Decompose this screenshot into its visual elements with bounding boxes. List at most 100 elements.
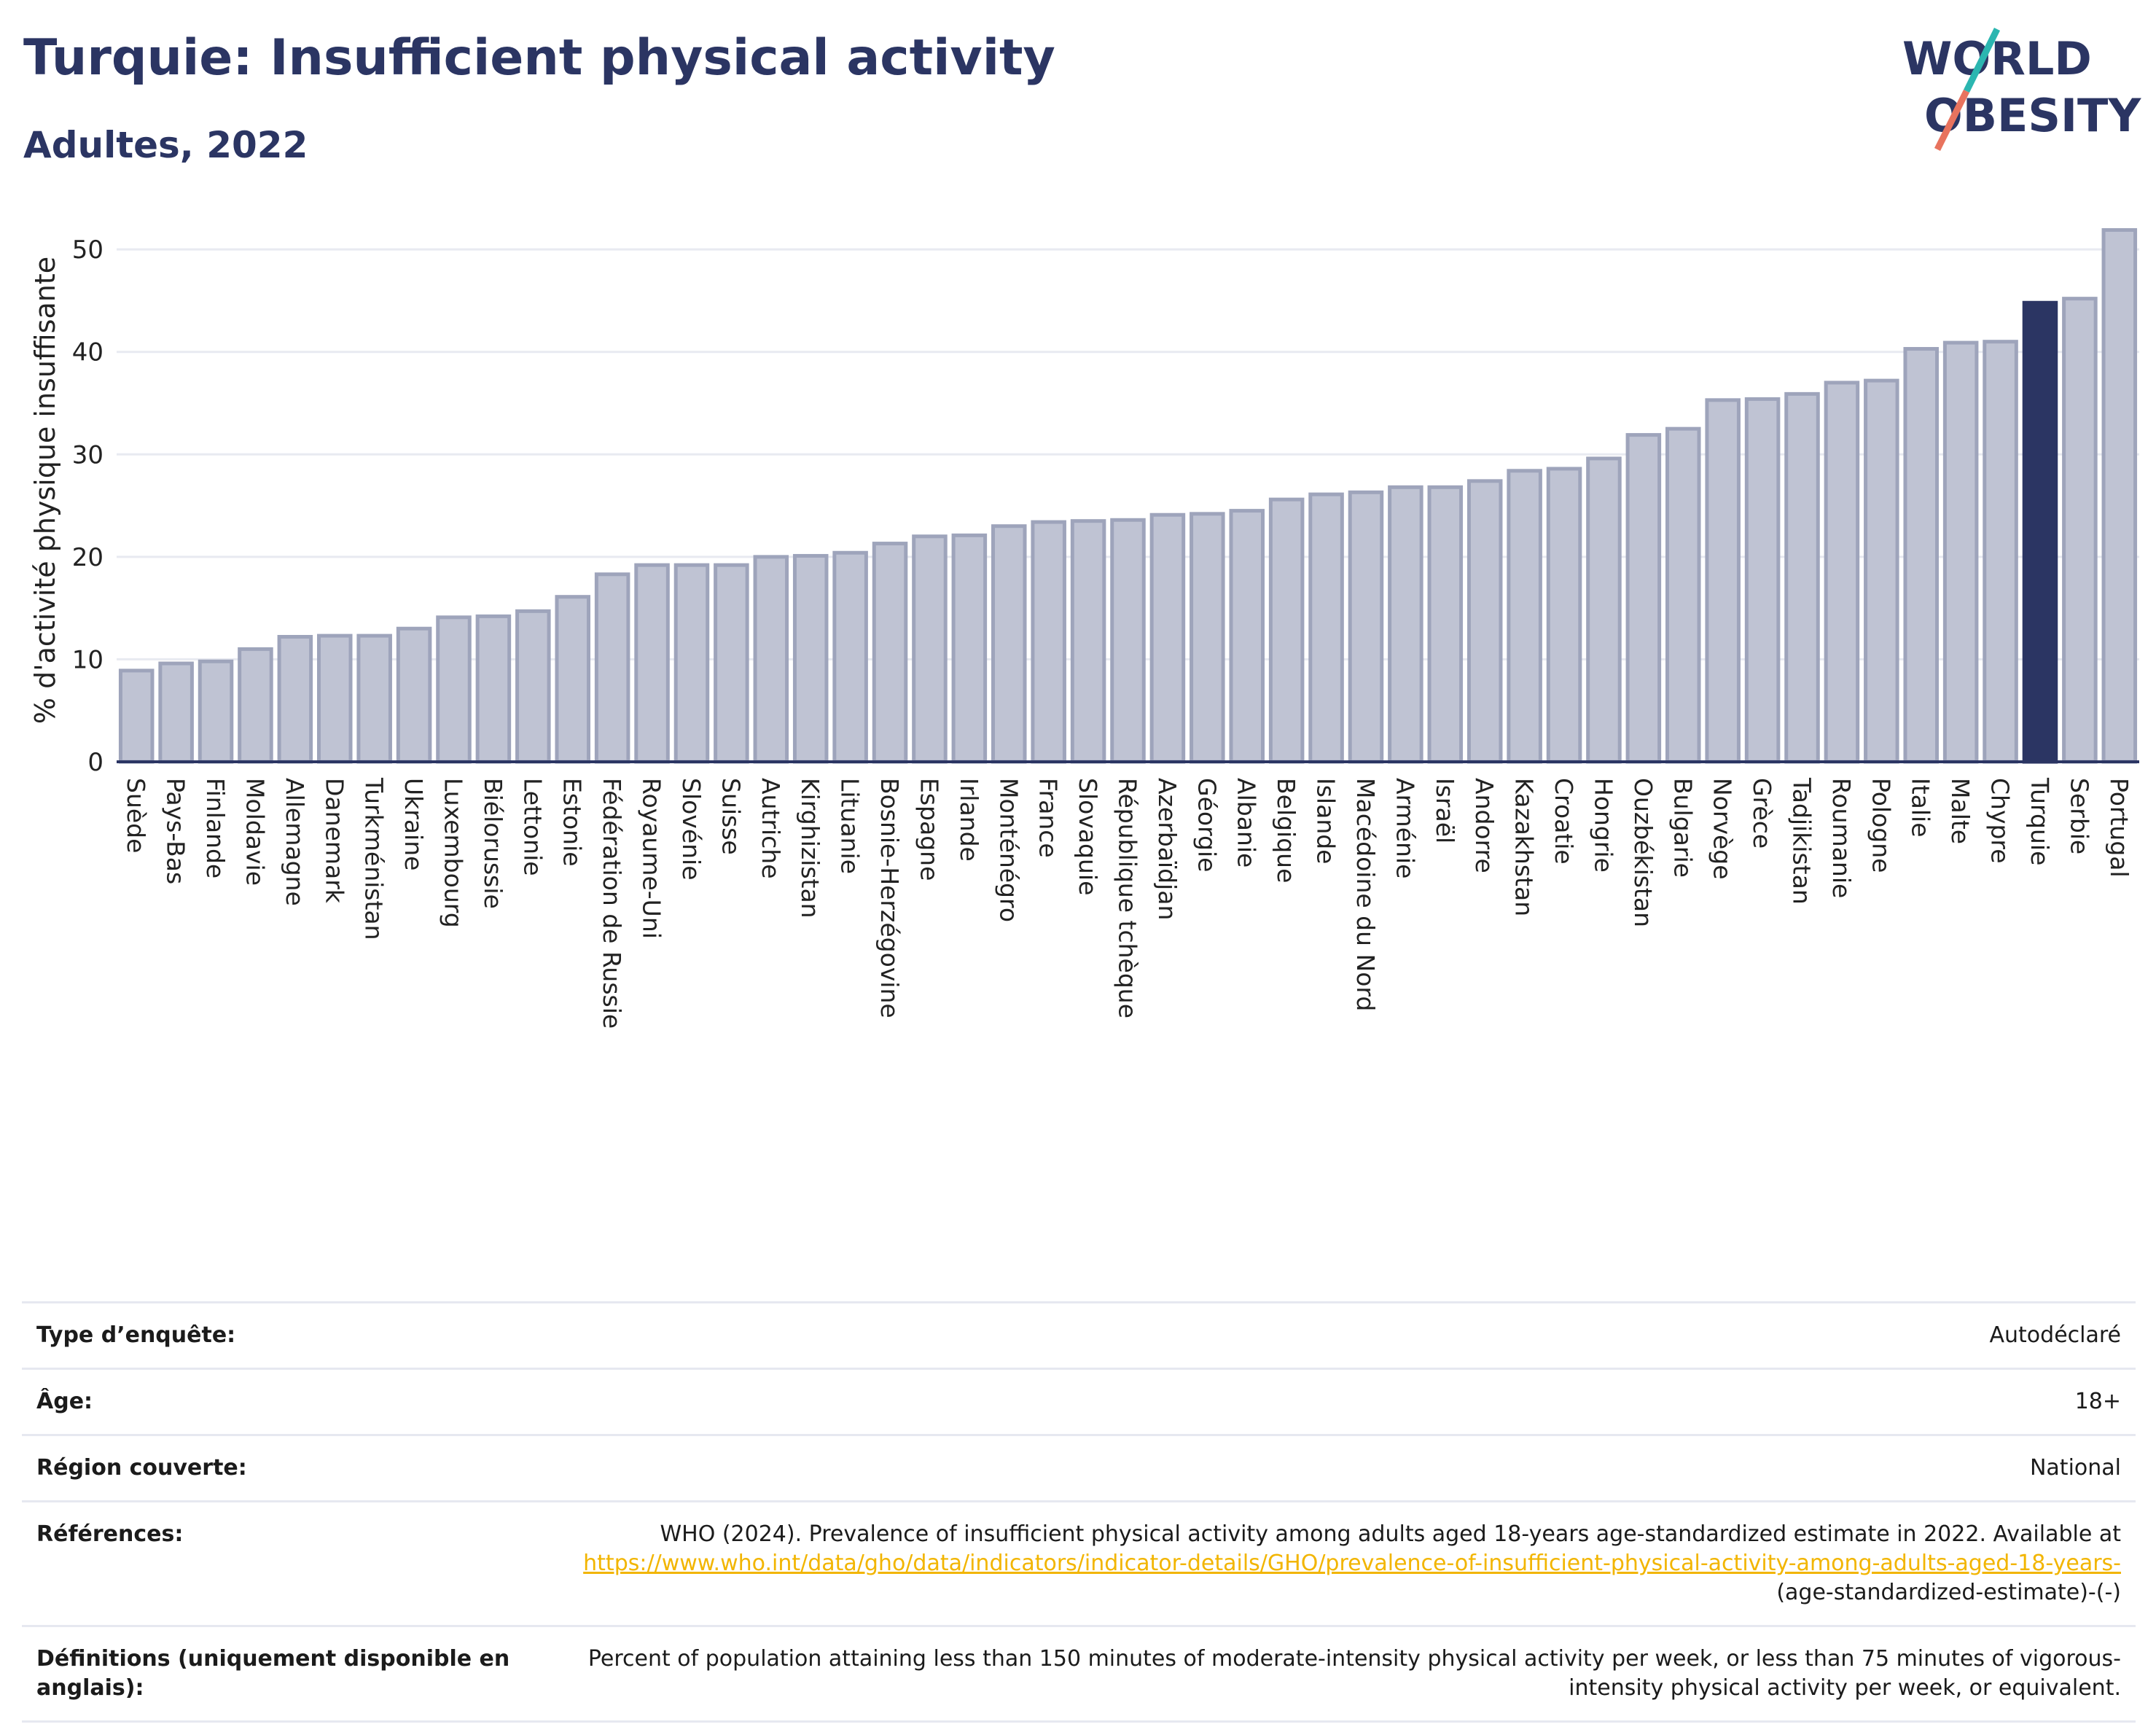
x-tick-label: Monténégro <box>994 778 1023 922</box>
x-tick-label: Croatie <box>1550 778 1578 865</box>
y-tick-label: 20 <box>72 543 103 572</box>
world-obesity-logo: WORLD OBESITY <box>1902 28 2141 152</box>
bar <box>1388 485 1423 764</box>
x-tick-label: Finlande <box>201 778 230 878</box>
definitions-value: Percent of population attaining less tha… <box>587 1646 2121 1701</box>
bar <box>1427 485 1464 764</box>
bar <box>1110 518 1146 764</box>
definitions-label: Définitions (uniquement disponible en an… <box>36 1646 510 1701</box>
y-tick-label: 10 <box>72 645 103 674</box>
logo-slash-coral <box>1934 89 1970 152</box>
bar <box>792 553 829 764</box>
x-tick-label: Irlande <box>955 778 983 862</box>
x-tick-label: Turkménistan <box>360 777 388 940</box>
bar <box>238 647 273 764</box>
x-tick-label: Kazakhstan <box>1510 778 1539 916</box>
x-tick-label: Ukraine <box>399 778 428 870</box>
bar <box>1705 398 1741 764</box>
x-tick-label: Macédoine du Nord <box>1351 778 1380 1011</box>
x-tick-label: Hongrie <box>1589 778 1617 873</box>
references-text: WHO (2024). Prevalence of insufficient p… <box>660 1521 2121 1547</box>
y-tick-label: 50 <box>72 235 103 265</box>
x-tick-label: France <box>1034 778 1063 858</box>
bar <box>991 524 1027 764</box>
x-tick-label: Tadjikistan <box>1788 777 1816 905</box>
info-table: Type d’enquête: Autodéclaré Âge: 18+ Rég… <box>22 1301 2136 1723</box>
y-tick-label: 40 <box>72 338 103 367</box>
x-tick-label: Israël <box>1431 778 1459 843</box>
bar <box>1864 378 1899 764</box>
bar <box>1149 512 1186 764</box>
x-tick-label: Fédération de Russie <box>598 778 626 1029</box>
bar <box>475 614 512 764</box>
chart-subtitle: Adultes, 2022 <box>23 124 308 166</box>
bar <box>1665 426 1701 764</box>
bar <box>158 661 194 764</box>
info-row-definitions: Définitions (uniquement disponible en an… <box>22 1626 2136 1722</box>
x-tick-label: Slovaquie <box>1074 778 1102 895</box>
x-tick-label: Albanie <box>1233 778 1261 868</box>
x-tick-label: Géorgie <box>1192 778 1221 872</box>
x-tick-label: Bosnie-Herzégovine <box>875 778 904 1018</box>
y-tick-label: 0 <box>87 748 103 777</box>
bar <box>1586 456 1622 764</box>
y-tick-label: 30 <box>72 440 103 469</box>
bar <box>951 533 988 764</box>
bar <box>1031 520 1066 764</box>
x-tick-label: Arménie <box>1391 778 1419 878</box>
bar <box>1507 469 1542 764</box>
bar <box>2062 297 2098 764</box>
bar <box>1466 479 1503 764</box>
bar <box>1190 512 1225 764</box>
references-value: WHO (2024). Prevalence of insufficient p… <box>561 1502 2136 1626</box>
x-tick-label: Turquie <box>2026 777 2054 865</box>
bar <box>872 542 908 764</box>
info-row-region: Région couverte: National <box>22 1435 2136 1502</box>
references-tail: (age-standardized-estimate)-(-) <box>1776 1580 2121 1605</box>
bar <box>356 633 392 764</box>
bar <box>277 635 313 764</box>
x-tick-label: Royaume-Uni <box>638 778 666 939</box>
bar <box>1824 381 1860 764</box>
x-tick-label: Allemagne <box>281 778 309 906</box>
x-tick-label: Lituanie <box>836 778 864 874</box>
x-tick-label: Azerbaïdjan <box>1153 778 1181 920</box>
x-tick-label: Biélorussie <box>479 778 507 909</box>
bar-chart: 0 10 20 30 40 50 % d'activité physique insuffi… <box>29 227 2139 1029</box>
bar <box>1229 509 1265 764</box>
bar <box>1070 519 1106 764</box>
references-label: Références: <box>36 1521 184 1547</box>
bar <box>1268 497 1305 764</box>
x-tick-label: Danemark <box>320 778 348 904</box>
region-label: Région couverte: <box>36 1455 247 1481</box>
x-tick-label: Malte <box>1946 778 1975 844</box>
bar <box>515 609 551 764</box>
logo-text-world: WORLD <box>1902 32 2092 85</box>
x-tick-label: Norvège <box>1708 778 1737 880</box>
x-tick-label: Slovénie <box>677 778 706 881</box>
x-tick-label: Islande <box>1312 778 1340 864</box>
x-tick-label: Bulgarie <box>1668 778 1697 878</box>
x-tick-label: Grèce <box>1748 778 1776 849</box>
survey-type-label: Type d’enquête: <box>36 1322 236 1348</box>
x-tick-label: Moldavie <box>241 778 269 886</box>
logo-slash-teal <box>1963 28 2001 93</box>
references-link[interactable]: https://www.who.int/data/gho/data/indica… <box>583 1551 2121 1576</box>
x-tick-label: Belgique <box>1272 778 1300 883</box>
x-tick-label: Kirghizistan <box>796 778 824 919</box>
x-tick-label: Lettonie <box>518 778 547 876</box>
x-tick-label: Pays-Bas <box>162 778 190 884</box>
bar <box>1983 340 2018 764</box>
chart-title: Turquie: Insufficient physical activity <box>23 29 1055 87</box>
bar <box>1308 492 1344 764</box>
bar <box>1784 391 1820 764</box>
x-tick-label: Ouzbékistan <box>1629 778 1657 927</box>
bar <box>1546 467 1582 764</box>
bar <box>714 563 749 764</box>
bar <box>1942 340 1979 764</box>
bar <box>396 626 432 764</box>
bar <box>1744 397 1781 764</box>
x-tick-label: République tchèque <box>1114 778 1142 1018</box>
x-tick-label: Suède <box>122 778 150 853</box>
info-row-references: Références: WHO (2024). Prevalence of in… <box>22 1501 2136 1626</box>
